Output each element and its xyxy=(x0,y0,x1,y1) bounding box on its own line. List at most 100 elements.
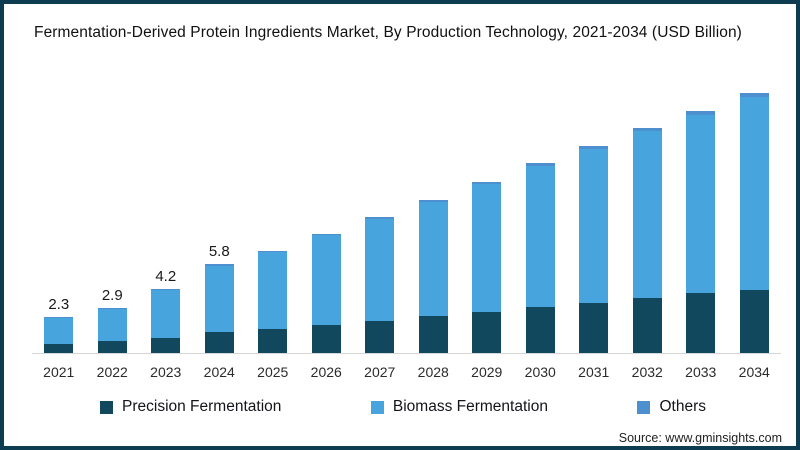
legend-label: Biomass Fermentation xyxy=(392,398,548,415)
x-tick-label-2034: 2034 xyxy=(738,364,770,380)
x-tick-label-2027: 2027 xyxy=(364,364,396,380)
bar-column-2021: 2.3 xyxy=(32,296,86,353)
legend-swatch-biomass-fermentation-icon xyxy=(370,400,384,414)
bar-column-2027 xyxy=(353,216,407,353)
bar-segment-biomass-fermentation-2023 xyxy=(151,289,181,338)
bar-value-label-2021: 2.3 xyxy=(48,296,70,314)
x-tick-label-2033: 2033 xyxy=(685,364,717,380)
bar-segment-biomass-fermentation-2025 xyxy=(258,252,288,329)
bar-segment-precision-fermentation-2034 xyxy=(739,289,769,353)
bar-segment-biomass-fermentation-2021 xyxy=(44,318,74,344)
bar-segment-others-2027 xyxy=(365,216,395,219)
x-tick-label-2025: 2025 xyxy=(257,364,289,380)
bar-segment-others-2024 xyxy=(204,264,234,266)
chart-title: Fermentation-Derived Protein Ingredients… xyxy=(34,24,742,41)
bar-segment-biomass-fermentation-2034 xyxy=(739,96,769,290)
bar-segment-precision-fermentation-2021 xyxy=(44,343,74,353)
bar-2028 xyxy=(418,200,448,353)
bar-segment-others-2023 xyxy=(151,288,181,290)
bar-2033 xyxy=(686,111,716,353)
legend: Precision Fermentation Biomass Fermentat… xyxy=(38,398,762,416)
bar-segment-biomass-fermentation-2031 xyxy=(579,149,609,303)
bar-column-2033 xyxy=(674,111,728,353)
x-tick-label-2028: 2028 xyxy=(417,364,449,380)
bar-2034 xyxy=(739,92,769,353)
bar-segment-precision-fermentation-2031 xyxy=(579,302,609,353)
bar-column-2024: 5.8 xyxy=(193,243,247,353)
bar-column-2034 xyxy=(728,92,782,353)
bar-2023 xyxy=(151,288,181,353)
bar-segment-others-2025 xyxy=(258,250,288,253)
x-tick-label-2030: 2030 xyxy=(524,364,556,380)
bar-segment-precision-fermentation-2027 xyxy=(365,320,395,353)
bar-column-2023: 4.2 xyxy=(139,268,193,353)
bar-2026 xyxy=(311,233,341,353)
bar-value-label-2024: 5.8 xyxy=(208,243,230,261)
bar-segment-precision-fermentation-2022 xyxy=(97,340,127,353)
bar-segment-others-2034 xyxy=(739,92,769,97)
bar-segment-biomass-fermentation-2024 xyxy=(204,265,234,333)
x-tick-label-2024: 2024 xyxy=(203,364,235,380)
x-axis-line xyxy=(32,353,781,354)
x-tick-label-2023: 2023 xyxy=(150,364,182,380)
legend-swatch-others-icon xyxy=(637,400,651,414)
bar-2022 xyxy=(97,308,127,353)
x-tick-label-2032: 2032 xyxy=(631,364,663,380)
bar-column-2032 xyxy=(621,128,675,353)
bar-2031 xyxy=(579,146,609,353)
bar-segment-precision-fermentation-2024 xyxy=(204,332,234,353)
x-tick-label-2026: 2026 xyxy=(310,364,342,380)
bar-column-2026 xyxy=(300,233,354,353)
bar-segment-precision-fermentation-2025 xyxy=(258,328,288,353)
bar-segment-biomass-fermentation-2027 xyxy=(365,218,395,321)
legend-item-biomass-fermentation: Biomass Fermentation xyxy=(370,398,548,416)
bar-segment-others-2022 xyxy=(97,308,127,310)
x-tick-label-2022: 2022 xyxy=(96,364,128,380)
bar-segment-others-2021 xyxy=(44,317,74,319)
legend-item-others: Others xyxy=(637,398,706,416)
x-tick-label-2029: 2029 xyxy=(471,364,503,380)
bar-2025 xyxy=(258,250,288,353)
bar-column-2031 xyxy=(567,146,621,353)
bar-segment-others-2028 xyxy=(418,200,448,203)
bar-segment-others-2029 xyxy=(472,181,502,185)
bar-segment-precision-fermentation-2023 xyxy=(151,337,181,353)
bar-segment-others-2030 xyxy=(525,163,555,167)
bar-column-2028 xyxy=(407,200,461,353)
bar-2024 xyxy=(204,264,234,353)
bar-2029 xyxy=(472,181,502,353)
bar-2027 xyxy=(365,216,395,353)
x-tick-label-2031: 2031 xyxy=(578,364,610,380)
bar-segment-precision-fermentation-2029 xyxy=(472,311,502,353)
bar-segment-precision-fermentation-2026 xyxy=(311,324,341,353)
bar-segment-others-2032 xyxy=(632,128,662,132)
bar-segment-biomass-fermentation-2028 xyxy=(418,202,448,317)
bar-segment-biomass-fermentation-2030 xyxy=(525,166,555,308)
bar-segment-others-2026 xyxy=(311,233,341,236)
legend-item-precision-fermentation: Precision Fermentation xyxy=(100,398,281,416)
bar-segment-others-2033 xyxy=(686,111,716,115)
bar-segment-biomass-fermentation-2032 xyxy=(632,131,662,298)
bar-2030 xyxy=(525,163,555,353)
bar-segment-precision-fermentation-2030 xyxy=(525,307,555,353)
bar-segment-biomass-fermentation-2022 xyxy=(97,309,127,341)
bar-column-2025 xyxy=(246,250,300,353)
plot-area: 2.3 2.9 4.2 5.8 xyxy=(32,75,781,353)
legend-label: Others xyxy=(659,398,706,415)
bar-segment-precision-fermentation-2032 xyxy=(632,297,662,353)
bar-segment-biomass-fermentation-2029 xyxy=(472,184,502,312)
bar-column-2029 xyxy=(460,181,514,353)
source-note: Source: www.gminsights.com xyxy=(618,431,782,445)
x-axis-labels: 2021 2022 2023 2024 2025 2026 2027 2028 2029 2030… xyxy=(32,364,781,380)
bar-column-2022: 2.9 xyxy=(86,287,140,353)
bar-column-2030 xyxy=(514,163,568,353)
legend-label: Precision Fermentation xyxy=(122,398,282,415)
bar-value-label-2023: 4.2 xyxy=(155,267,177,285)
legend-swatch-precision-fermentation-icon xyxy=(100,400,113,414)
bar-segment-biomass-fermentation-2033 xyxy=(686,114,716,294)
bar-segment-precision-fermentation-2028 xyxy=(418,316,448,353)
bar-segment-biomass-fermentation-2026 xyxy=(311,235,341,325)
bar-value-label-2022: 2.9 xyxy=(101,287,123,305)
x-tick-label-2021: 2021 xyxy=(43,364,75,380)
